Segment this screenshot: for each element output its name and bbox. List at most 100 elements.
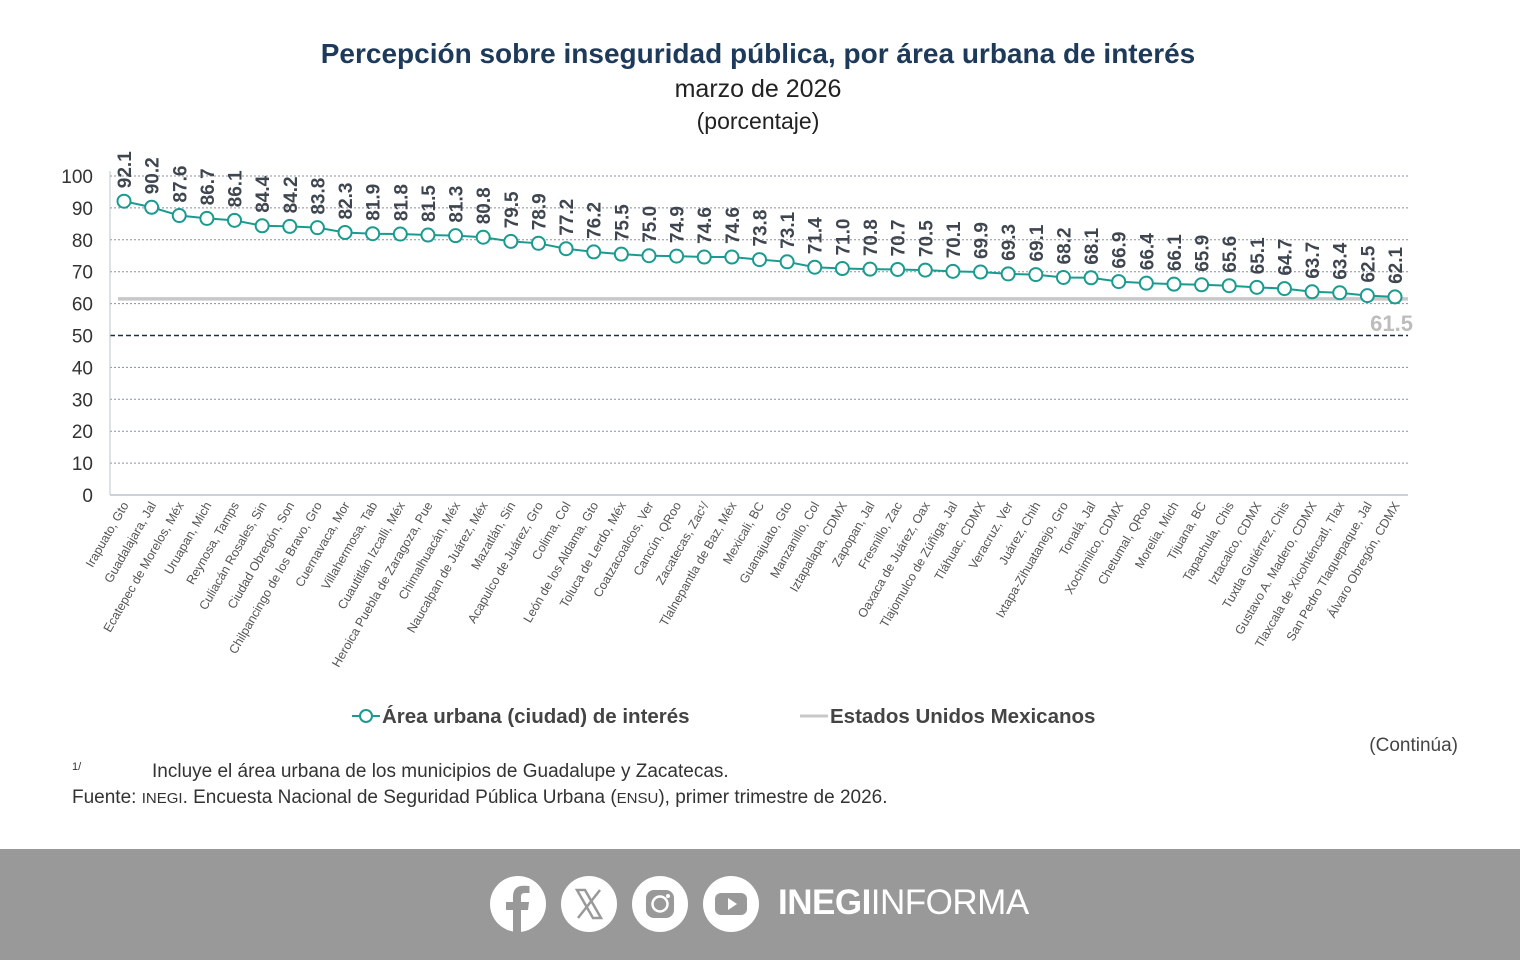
source-inegi: INEGI <box>141 790 183 807</box>
data-label: 74.9 <box>668 206 689 243</box>
facebook-icon[interactable] <box>490 876 546 932</box>
data-point <box>503 233 519 249</box>
data-point <box>752 252 767 268</box>
data-point <box>558 241 574 257</box>
data-point <box>945 263 961 279</box>
data-label: 87.6 <box>170 166 191 203</box>
data-label: 75.0 <box>640 206 661 243</box>
footer-bar: INEGIINFORMA <box>0 849 1520 960</box>
data-label: 65.6 <box>1220 236 1241 273</box>
data-point <box>862 261 878 277</box>
data-point <box>1000 266 1016 282</box>
brand-regular: INFORMA <box>870 883 1029 922</box>
data-point <box>917 262 933 278</box>
y-tick-label: 0 <box>82 486 93 507</box>
data-label: 70.8 <box>861 219 882 256</box>
data-label: 84.4 <box>253 175 274 212</box>
source-note: Fuente: INEGI. Encuesta Nacional de Segu… <box>72 787 888 809</box>
data-point <box>1138 275 1154 291</box>
data-point <box>448 228 464 244</box>
chart-subtitle: marzo de 2026 <box>674 75 842 103</box>
data-point <box>586 244 602 260</box>
data-label: 78.9 <box>529 193 550 230</box>
data-label: 70.5 <box>916 220 937 257</box>
x-icon[interactable] <box>561 876 617 932</box>
data-label: 66.4 <box>1137 233 1158 270</box>
data-label: 79.5 <box>502 191 523 228</box>
data-label: 65.9 <box>1193 235 1214 272</box>
y-tick-label: 90 <box>72 199 93 220</box>
legend-series-label: Área urbana (ciudad) de interés <box>382 705 690 728</box>
data-label: 62.5 <box>1358 245 1379 282</box>
national-value-label: 61.5 <box>1370 311 1413 336</box>
data-point <box>144 199 160 215</box>
data-point <box>1359 288 1375 304</box>
data-point <box>1194 277 1210 293</box>
data-label: 75.5 <box>612 204 633 241</box>
data-label: 81.9 <box>364 184 385 221</box>
data-point <box>171 208 187 224</box>
data-label: 81.5 <box>419 185 440 222</box>
brand-bold: INEGI <box>778 883 871 922</box>
y-tick-label: 10 <box>72 454 93 475</box>
data-label: 71.0 <box>833 219 854 256</box>
data-label: 70.1 <box>944 221 965 258</box>
legend-national-label: Estados Unidos Mexicanos <box>830 705 1095 728</box>
instagram-icon[interactable] <box>632 876 688 932</box>
data-label: 65.1 <box>1248 237 1269 274</box>
y-tick-label: 100 <box>61 167 93 188</box>
footnote-mark: 1/ <box>72 761 82 773</box>
line-chart: 0 10 20 30 40 50 60 70 80 90 100 61.5 92.1 90.2 87.6 86… <box>61 151 1413 728</box>
data-point <box>807 259 823 275</box>
data-point <box>392 226 408 242</box>
y-tick-label: 20 <box>72 422 93 443</box>
data-label: 64.7 <box>1275 239 1296 276</box>
y-tick-label: 60 <box>72 295 93 316</box>
source-prefix: Fuente: <box>72 787 142 808</box>
data-point <box>309 220 325 236</box>
data-point <box>1276 281 1292 297</box>
data-point <box>337 224 353 240</box>
data-label: 69.9 <box>972 222 993 259</box>
source-end: ), primer trimestre de 2026. <box>658 787 888 808</box>
data-label: 83.8 <box>308 178 329 215</box>
data-point <box>779 254 795 270</box>
footnote-text: Incluye el área urbana de los municipios… <box>152 761 729 782</box>
data-point <box>254 218 270 234</box>
data-point <box>1332 285 1348 301</box>
data-point <box>116 193 132 209</box>
data-label: 73.8 <box>751 210 772 247</box>
data-point <box>1166 276 1182 292</box>
data-point <box>1083 270 1099 286</box>
y-tick-label: 70 <box>72 263 93 284</box>
chart-unit: (porcentaje) <box>696 108 820 134</box>
data-label: 68.2 <box>1054 227 1075 264</box>
data-point <box>1387 289 1403 305</box>
data-label: 82.3 <box>336 182 357 219</box>
data-label: 66.1 <box>1165 234 1186 271</box>
data-label: 62.1 <box>1386 246 1407 283</box>
data-label: 74.6 <box>723 207 744 244</box>
data-point <box>834 261 850 277</box>
chart-title: Percepción sobre inseguridad pública, po… <box>320 38 1196 69</box>
data-point <box>1249 279 1265 295</box>
data-label: 92.1 <box>115 151 136 188</box>
inegi-informa-logo: INEGIINFORMA <box>778 883 1029 923</box>
data-point <box>696 249 712 265</box>
youtube-icon[interactable] <box>703 876 759 932</box>
data-label: 76.2 <box>585 202 606 239</box>
data-point <box>1111 274 1127 290</box>
data-point <box>724 249 740 265</box>
source-mid: . Encuesta Nacional de Seguridad Pública… <box>182 787 617 808</box>
data-point <box>1221 278 1237 294</box>
data-label: 81.3 <box>447 186 468 223</box>
data-label: 86.1 <box>226 170 247 207</box>
data-point <box>475 229 491 245</box>
y-tick-label: 50 <box>72 327 93 348</box>
data-label: 90.2 <box>143 157 164 194</box>
data-label: 77.2 <box>557 199 578 236</box>
data-point <box>890 261 906 277</box>
data-point <box>365 226 381 242</box>
data-point <box>420 227 436 243</box>
data-label: 69.1 <box>1027 224 1048 261</box>
